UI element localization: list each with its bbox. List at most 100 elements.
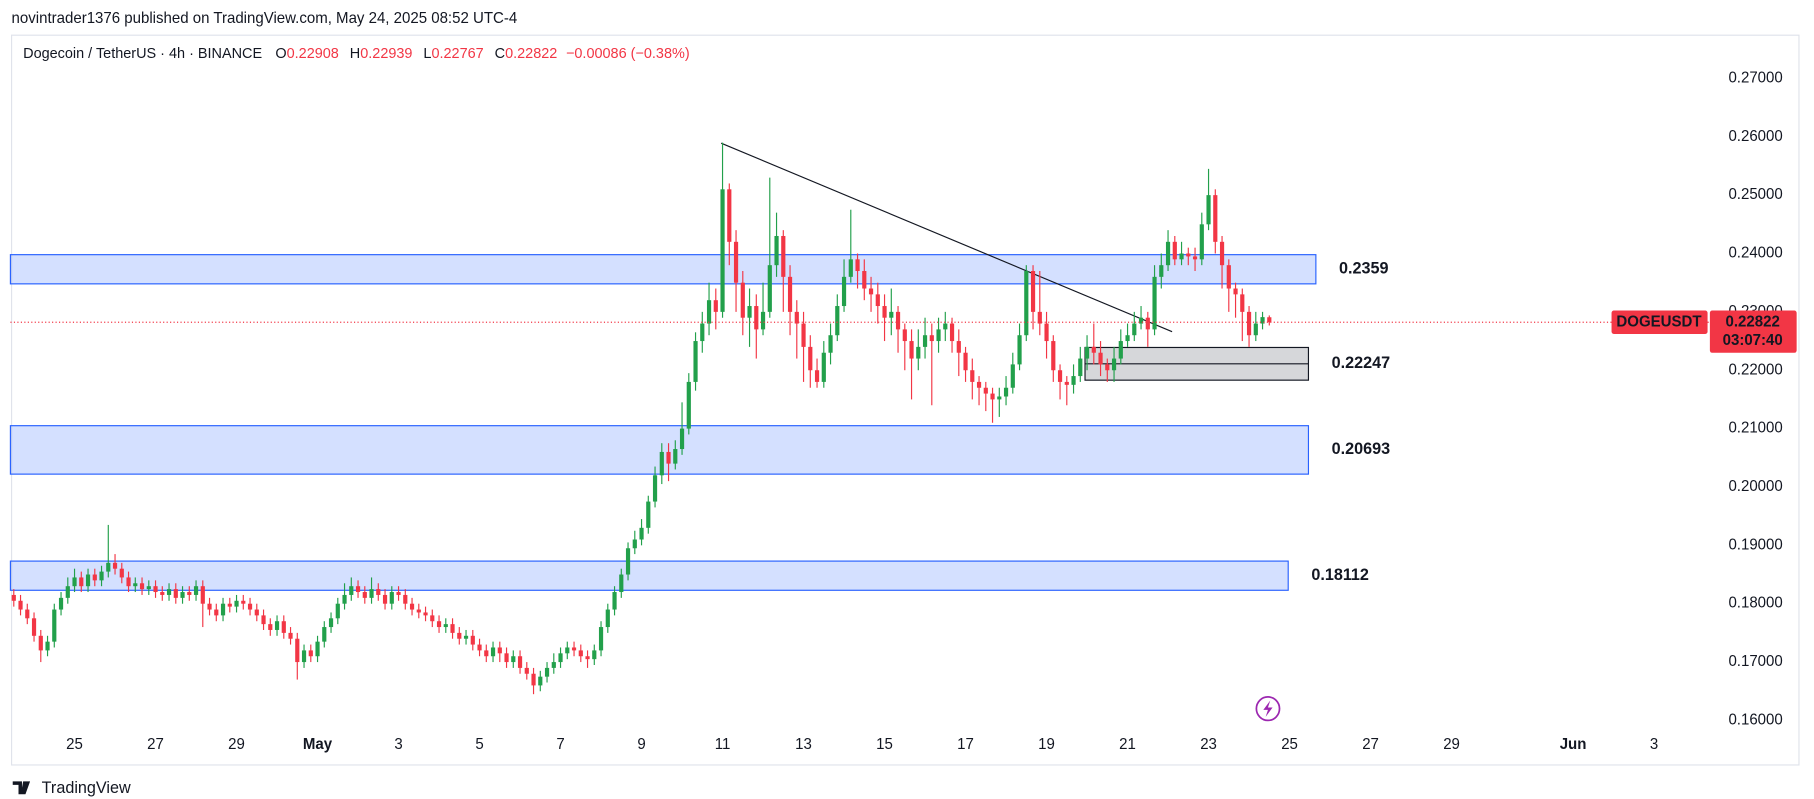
candle-body xyxy=(1260,317,1265,324)
candle-body xyxy=(1044,323,1049,342)
candle-body xyxy=(423,612,428,616)
candle-body xyxy=(895,311,901,330)
y-tick-label: 0.18000 xyxy=(1728,595,1782,612)
candle-body xyxy=(814,370,820,382)
candle-body xyxy=(504,653,509,663)
candle-body xyxy=(922,335,928,347)
zone xyxy=(9,254,1317,285)
candle-body xyxy=(207,603,212,610)
candle-body xyxy=(1213,195,1218,242)
candle-body xyxy=(1017,335,1022,365)
candle-body xyxy=(909,341,914,359)
brand-name: TradingView xyxy=(42,779,131,797)
candle-body xyxy=(963,352,968,371)
candle-body xyxy=(1240,294,1245,312)
candle-body xyxy=(497,647,502,654)
candle-body xyxy=(396,592,401,595)
candle-body xyxy=(551,662,556,668)
candle-body xyxy=(666,451,671,464)
y-tick-label: 0.16000 xyxy=(1728,711,1782,728)
candle-body xyxy=(632,539,637,549)
candle-body xyxy=(301,650,307,663)
candle-body xyxy=(848,259,853,277)
zone xyxy=(9,425,1310,475)
candle-body xyxy=(79,577,84,587)
candle-body xyxy=(1024,271,1029,336)
x-tick-label: 5 xyxy=(475,736,483,753)
candle-body xyxy=(585,656,590,660)
candle-body xyxy=(727,189,732,242)
x-tick-label: May xyxy=(303,736,333,753)
candle-body xyxy=(173,589,178,598)
x-tick-label: 29 xyxy=(1443,736,1460,753)
lightning-icon xyxy=(1255,696,1281,722)
candle-body xyxy=(369,589,374,598)
candle-body xyxy=(943,323,948,330)
zone xyxy=(9,560,1289,591)
candle-body xyxy=(52,609,57,642)
candle-body xyxy=(639,527,644,540)
x-tick-label: 29 xyxy=(228,736,245,753)
candle-body xyxy=(740,282,745,318)
candle-body xyxy=(1051,341,1056,371)
candle-body xyxy=(187,592,192,595)
candle-body xyxy=(794,311,799,324)
candle-body xyxy=(25,609,30,619)
candle-body xyxy=(774,235,779,266)
candle-body xyxy=(956,341,961,353)
x-tick-label: 13 xyxy=(795,736,812,753)
ohlc-label: O xyxy=(275,46,286,62)
candle-body xyxy=(490,647,496,657)
brand-logo: TradingView xyxy=(12,779,131,797)
candle-body xyxy=(85,574,91,587)
candle-body xyxy=(139,583,145,590)
candle-body xyxy=(349,586,354,595)
trendline xyxy=(720,142,1173,333)
candle-body xyxy=(673,449,678,464)
candle-body xyxy=(274,621,280,630)
y-tick-label: 0.21000 xyxy=(1728,420,1782,437)
candle-body xyxy=(862,271,867,289)
candle-body xyxy=(1111,358,1117,371)
candle-body xyxy=(328,618,334,628)
candle-body xyxy=(180,592,185,598)
x-tick-label: 25 xyxy=(1281,736,1298,753)
chart-frame xyxy=(10,34,1800,766)
candle-body xyxy=(126,577,131,587)
ohlc-label: H xyxy=(350,46,360,62)
candle-body xyxy=(706,300,712,324)
candle-body xyxy=(166,589,172,595)
zone-label: 0.18112 xyxy=(1311,566,1369,584)
candle-body xyxy=(362,592,367,598)
symbol-tag xyxy=(1611,310,1708,334)
candle-body xyxy=(976,381,982,388)
candle-body xyxy=(65,586,70,598)
candle-body xyxy=(700,323,705,342)
candle-body xyxy=(801,323,806,347)
candle-body xyxy=(1172,241,1177,260)
y-tick-label: 0.17000 xyxy=(1728,653,1782,670)
candle-body xyxy=(841,276,847,307)
candle-body xyxy=(868,288,874,295)
candle-body xyxy=(1118,341,1123,359)
candle-body xyxy=(855,259,860,272)
candle-body xyxy=(565,647,570,654)
y-tick-label: 0.24000 xyxy=(1728,244,1782,261)
candle-body xyxy=(234,600,239,607)
candle-body xyxy=(1057,370,1063,382)
candle-body xyxy=(558,653,563,663)
y-tick-label: 0.19000 xyxy=(1728,536,1782,553)
candle-body xyxy=(227,603,232,607)
change: −0.00086 (−0.38%) xyxy=(566,46,690,62)
candle-body xyxy=(1084,346,1090,359)
candle-body xyxy=(767,265,772,312)
candle-body xyxy=(443,624,448,628)
candle-body xyxy=(376,589,381,595)
candle-body xyxy=(1179,253,1184,260)
candle-body xyxy=(531,673,536,686)
candle-body xyxy=(470,635,475,645)
candle-body xyxy=(1078,358,1083,377)
candle-body xyxy=(592,650,597,660)
candle-body xyxy=(612,592,617,610)
